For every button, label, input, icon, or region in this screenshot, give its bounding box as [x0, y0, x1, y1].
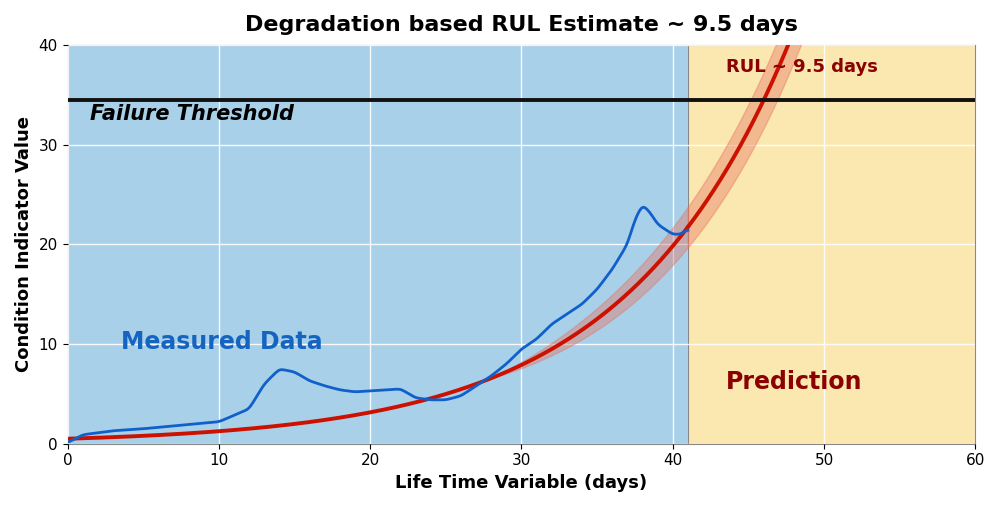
Text: RUL ~ 9.5 days: RUL ~ 9.5 days	[726, 58, 878, 76]
Text: Measured Data: Measured Data	[121, 330, 322, 354]
Bar	[68, 45, 688, 444]
Text: Failure Threshold: Failure Threshold	[90, 103, 294, 124]
Y-axis label: Condition Indicator Value: Condition Indicator Value	[15, 116, 33, 372]
X-axis label: Life Time Variable (days): Life Time Variable (days)	[395, 474, 648, 492]
Text: Prediction: Prediction	[726, 370, 862, 394]
Bar	[688, 45, 975, 444]
Title: Degradation based RUL Estimate ~ 9.5 days: Degradation based RUL Estimate ~ 9.5 day…	[245, 15, 798, 35]
